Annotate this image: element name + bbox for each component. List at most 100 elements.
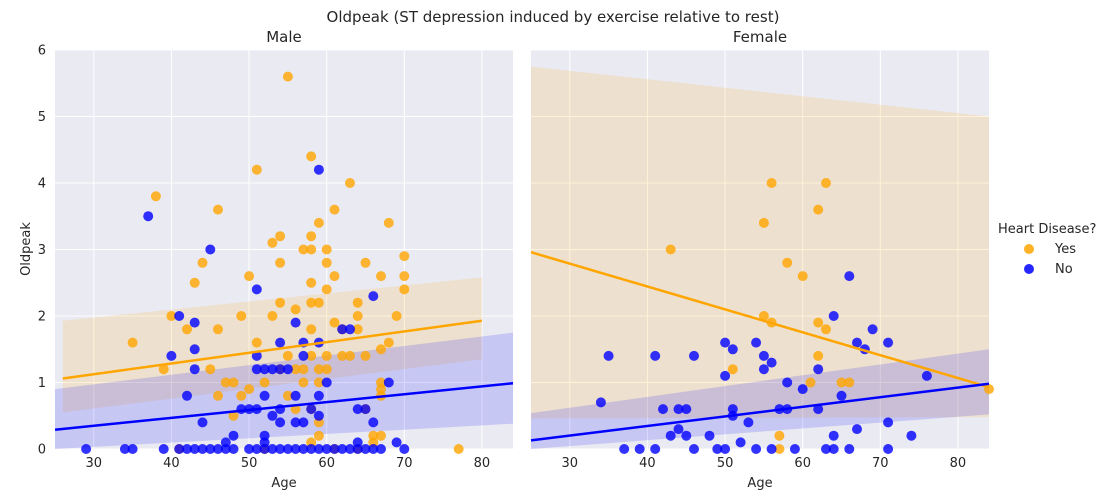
point-no <box>197 417 208 428</box>
point-yes <box>352 297 363 308</box>
x-axis-label-female: Age <box>747 476 772 491</box>
point-no <box>650 350 661 361</box>
point-no <box>321 377 332 388</box>
point-no <box>166 350 177 361</box>
figure-title: Oldpeak (ST depression induced by exerci… <box>327 8 780 26</box>
point-yes <box>127 337 138 348</box>
legend-label-no: No <box>1055 262 1073 277</box>
point-no <box>298 417 309 428</box>
point-yes <box>321 257 332 268</box>
point-yes <box>360 350 371 361</box>
point-yes <box>352 311 363 321</box>
point-yes <box>251 164 262 175</box>
point-no <box>345 444 355 454</box>
point-no <box>306 404 317 415</box>
male-panel: 30 40 50 60 70 80 0 1 2 3 4 5 6 Male Age Oldpeak <box>19 28 514 491</box>
legend-label-yes: Yes <box>1054 242 1076 257</box>
point-yes <box>313 364 324 375</box>
x-tick-label: 80 <box>474 456 491 471</box>
legend-marker-yes <box>1024 244 1034 254</box>
point-yes <box>665 244 676 255</box>
point-yes <box>329 204 340 215</box>
point-no <box>189 317 200 328</box>
point-yes <box>329 271 340 282</box>
legend: Heart Disease? Yes No <box>998 222 1096 277</box>
point-no <box>205 244 216 255</box>
point-yes <box>306 350 317 361</box>
point-yes <box>844 377 855 388</box>
point-no <box>290 444 301 454</box>
point-yes <box>282 390 293 401</box>
point-no <box>275 337 286 348</box>
x-tick-label: 70 <box>872 456 889 471</box>
point-no <box>751 444 762 454</box>
point-no <box>251 284 262 295</box>
point-no <box>658 404 668 415</box>
point-no <box>852 337 862 348</box>
point-no <box>758 364 769 375</box>
point-yes <box>399 271 410 282</box>
point-yes <box>189 277 200 288</box>
point-no <box>906 430 917 441</box>
point-no <box>228 444 239 454</box>
point-yes <box>821 324 831 335</box>
point-no <box>681 430 692 441</box>
y-tick-label: 6 <box>38 44 46 59</box>
point-yes <box>298 244 309 255</box>
point-no <box>689 444 699 454</box>
confidence-band-no <box>55 332 513 449</box>
point-yes <box>290 364 301 375</box>
point-no <box>836 390 847 401</box>
female-panel: 30 40 50 60 70 80 Female Age <box>530 28 994 491</box>
point-yes <box>774 444 785 454</box>
point-no <box>119 444 130 454</box>
point-no <box>298 444 309 454</box>
point-no <box>368 417 379 428</box>
point-no <box>673 424 684 435</box>
legend-marker-no <box>1024 264 1034 274</box>
point-yes <box>321 350 332 361</box>
point-no <box>352 404 363 415</box>
point-no <box>391 437 402 448</box>
point-no <box>352 444 363 454</box>
panel-title-male: Male <box>266 28 302 46</box>
point-yes <box>313 297 324 308</box>
point-no <box>758 350 769 361</box>
point-yes <box>774 430 785 441</box>
point-no <box>681 404 692 415</box>
point-yes <box>306 231 317 242</box>
point-yes <box>306 277 317 288</box>
panel-title-female: Female <box>733 28 787 46</box>
x-tick-label: 30 <box>562 456 579 471</box>
x-tick-label: 70 <box>396 456 413 471</box>
x-axis-label-male: Age <box>271 476 296 491</box>
point-yes <box>213 324 223 335</box>
point-yes <box>275 231 286 242</box>
point-yes <box>758 311 769 321</box>
point-no <box>313 390 324 401</box>
point-no <box>251 350 262 361</box>
point-no <box>665 430 676 441</box>
y-tick-label: 3 <box>38 243 46 258</box>
point-no <box>337 324 348 335</box>
point-no <box>844 271 855 282</box>
point-no <box>883 417 894 428</box>
point-no <box>883 444 894 454</box>
point-yes <box>158 364 169 375</box>
point-no <box>244 444 255 454</box>
point-no <box>852 424 862 435</box>
point-no <box>867 324 878 335</box>
point-yes <box>251 337 262 348</box>
point-yes <box>321 364 332 375</box>
point-no <box>828 444 839 454</box>
x-tick-label: 60 <box>318 456 335 471</box>
point-no <box>766 444 777 454</box>
point-no <box>828 430 839 441</box>
point-yes <box>236 390 247 401</box>
point-yes <box>313 377 324 388</box>
point-yes <box>797 271 808 282</box>
point-yes <box>813 317 824 328</box>
point-yes <box>813 350 824 361</box>
point-yes <box>758 217 769 228</box>
point-yes <box>244 384 255 395</box>
